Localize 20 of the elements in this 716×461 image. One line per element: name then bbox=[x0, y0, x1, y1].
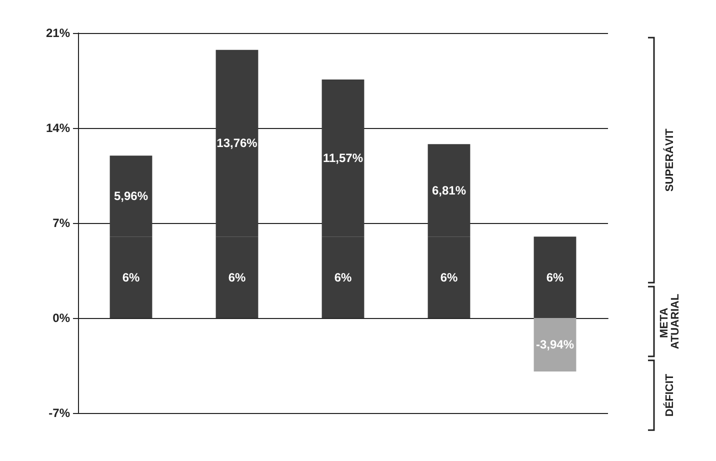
data-label: 6,81% bbox=[432, 183, 466, 198]
y-tick-label: 0% bbox=[52, 311, 70, 325]
data-label: 6% bbox=[440, 270, 458, 284]
data-label: -3,94% bbox=[536, 338, 574, 352]
data-label: 6% bbox=[546, 270, 564, 284]
bar bbox=[534, 236, 576, 318]
data-label: 6% bbox=[334, 270, 352, 284]
y-tick-label: 7% bbox=[52, 216, 70, 230]
data-label: 13,76% bbox=[216, 136, 258, 150]
text: DÉFICIT bbox=[663, 374, 676, 417]
text: SUPERÁVIT bbox=[663, 128, 676, 192]
text: META ATUARIAL bbox=[658, 294, 682, 350]
data-label: 6% bbox=[122, 270, 140, 284]
data-label: 5,96% bbox=[114, 189, 148, 204]
y-tick-label: 14% bbox=[46, 121, 70, 135]
y-tick-label: 21% bbox=[46, 26, 70, 40]
bar bbox=[534, 318, 576, 372]
data-label: 6% bbox=[228, 270, 246, 284]
y-tick-label: -7% bbox=[48, 406, 70, 420]
data-label: 11,57% bbox=[322, 151, 364, 166]
